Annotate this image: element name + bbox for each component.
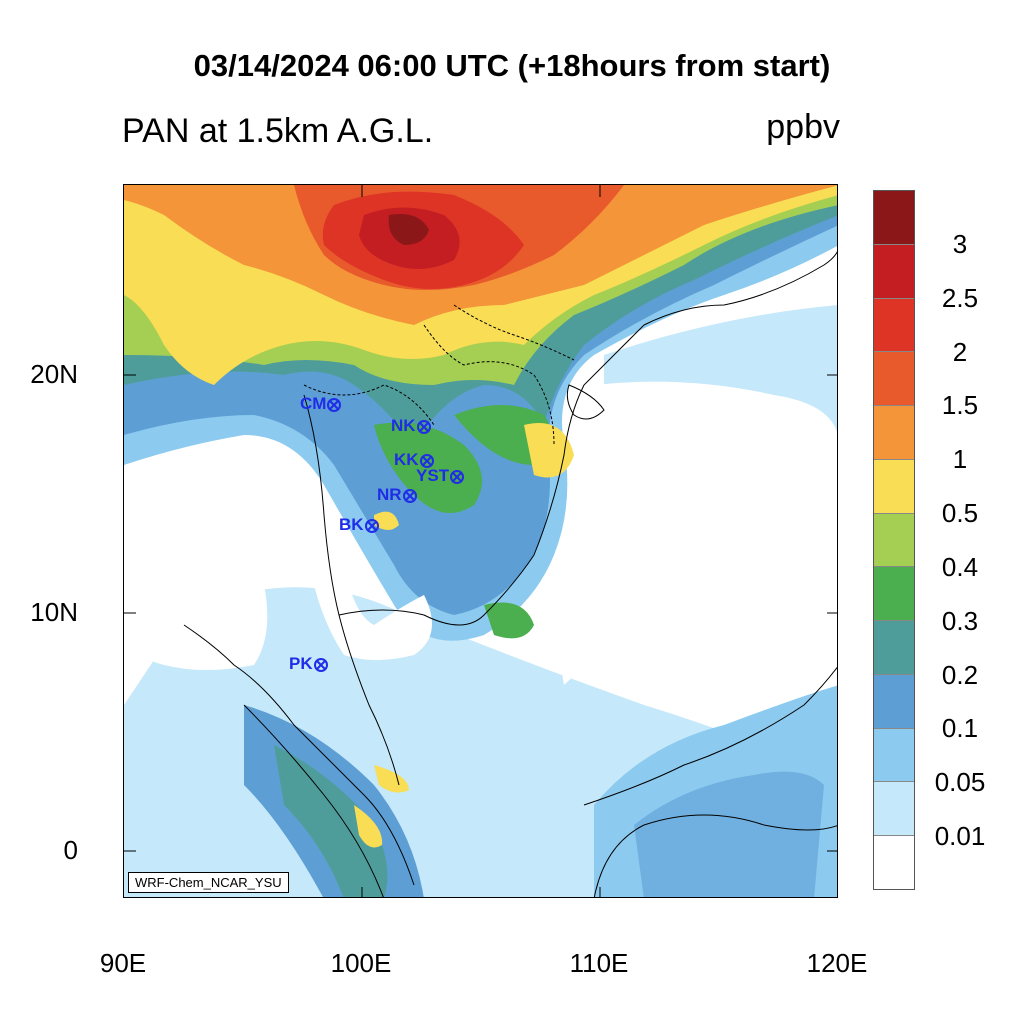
station-marker-icon: [313, 657, 328, 672]
map-panel: [123, 184, 838, 898]
colorbar-tick-label: 0.01: [934, 821, 986, 852]
station-nr: NR: [377, 485, 417, 505]
colorbar-segment: [874, 459, 914, 514]
lon-label-100e: 100E: [330, 948, 392, 978]
colorbar-segment: [874, 298, 914, 353]
colorbar-tick-label: 0.1: [941, 713, 979, 744]
colorbar-segment: [874, 244, 914, 299]
colorbar-segment: [874, 782, 914, 837]
station-code: NK: [391, 416, 416, 435]
lat-label-10n: 10N: [30, 597, 78, 627]
colorbar-segment: [874, 674, 914, 729]
colorbar-tick-label: 0.5: [941, 498, 979, 529]
station-marker-icon: [450, 469, 465, 484]
colorbar-tick-label: 0.2: [941, 659, 979, 690]
colorbar-tick-label: 0.3: [941, 605, 979, 636]
colorbar: [873, 190, 915, 890]
colorbar-segment: [874, 836, 914, 889]
station-kk: KK: [394, 450, 434, 470]
colorbar-tick-label: 2: [952, 336, 968, 367]
station-code: NR: [377, 485, 402, 504]
station-marker-icon: [402, 488, 417, 503]
colorbar-segment: [874, 191, 914, 245]
station-marker-icon: [327, 397, 342, 412]
colorbar-segment: [874, 406, 914, 460]
station-marker-icon: [419, 453, 434, 468]
station-marker-icon: [364, 518, 379, 533]
lon-label-90e: 90E: [99, 948, 147, 978]
colorbar-tick-label: 1: [952, 444, 968, 475]
concentration-map: [124, 185, 837, 897]
colorbar-tick-label: 3: [952, 228, 968, 259]
station-code: CM: [300, 394, 327, 413]
lon-label-110e: 110E: [569, 948, 629, 978]
colorbar-tick-label: 0.4: [941, 551, 979, 582]
station-cm: CM: [300, 394, 342, 414]
main-title: 03/14/2024 06:00 UTC (+18hours from star…: [193, 48, 831, 83]
variable-title: PAN at 1.5km A.G.L.: [122, 112, 434, 150]
station-code: PK: [289, 654, 313, 673]
colorbar-tick-label: 2.5: [941, 282, 979, 313]
station-code: KK: [394, 450, 419, 469]
units-label: ppbv: [766, 108, 840, 146]
station-code: YST: [416, 466, 450, 485]
colorbar-segment: [874, 567, 914, 622]
station-nk: NK: [391, 416, 431, 436]
colorbar-segment: [874, 728, 914, 783]
lat-label-0: 0: [63, 835, 78, 865]
colorbar-segment: [874, 621, 914, 675]
colorbar-tick-label: 1.5: [941, 390, 979, 421]
station-yst: YST: [416, 466, 465, 486]
colorbar-segment: [874, 352, 914, 407]
lat-label-20n: 20N: [30, 359, 78, 389]
station-bk: BK: [339, 515, 379, 535]
station-code: BK: [339, 515, 364, 534]
colorbar-tick-label: 0.05: [934, 767, 986, 798]
station-pk: PK: [289, 654, 328, 674]
station-marker-icon: [416, 419, 431, 434]
lon-label-120e: 120E: [806, 948, 868, 978]
colorbar-segment: [874, 513, 914, 568]
model-label: WRF-Chem_NCAR_YSU: [128, 872, 289, 893]
